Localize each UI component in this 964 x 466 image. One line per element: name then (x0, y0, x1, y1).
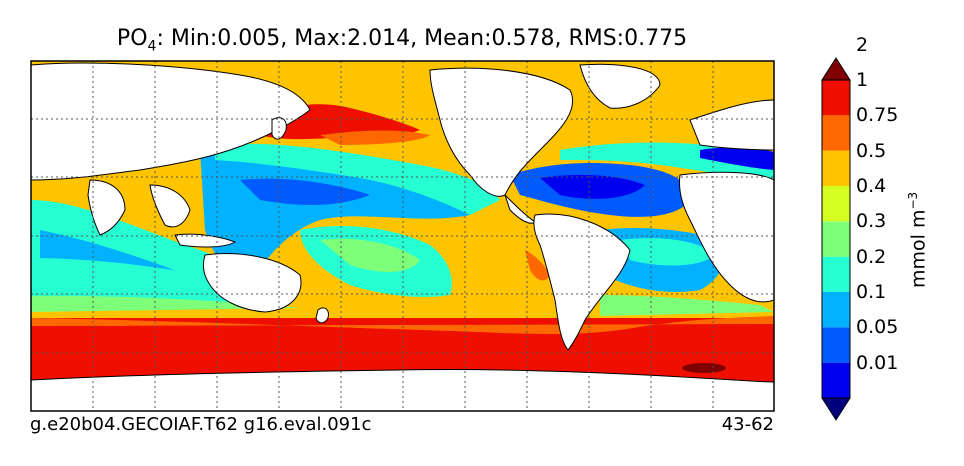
colorbar-segment (822, 80, 850, 116)
north-atlantic-deep-blue (540, 174, 645, 199)
south-atlantic-green (600, 295, 774, 316)
colorbar-tick-label: 0.3 (856, 210, 887, 233)
colorbar-segment (822, 150, 850, 186)
pacific-low-patch (240, 178, 370, 205)
map-border (30, 60, 775, 412)
colorbar-label-text: mmol m (907, 209, 930, 288)
southern-front (31, 316, 774, 335)
peru-upwelling (525, 250, 550, 281)
indonesia (174, 233, 237, 248)
africa (679, 171, 774, 303)
mediterranean-blue (700, 147, 774, 170)
antarctic-dark-patch (682, 363, 726, 373)
title-stats: : Min:0.005, Max:2.014, Mean:0.578, RMS:… (156, 26, 688, 51)
greenland (579, 63, 661, 109)
colorbar-segment (822, 186, 850, 222)
colorbar-segment (822, 327, 850, 363)
colorbar-segment (822, 115, 850, 151)
title-variable: PO (116, 26, 148, 51)
colorbar-label: mmol m−3 (906, 192, 929, 288)
south-america (533, 213, 631, 351)
title-subscript: 4 (147, 38, 157, 55)
europe (689, 99, 774, 151)
colorbar-extend-min (821, 397, 851, 421)
colorbar-tick-label: 0.05 (856, 316, 899, 339)
figure-title: PO4: Min:0.005, Max:2.014, Mean:0.578, R… (30, 26, 774, 54)
footer-years: 43-62 (721, 414, 774, 435)
colorbar-tick-label: 0.2 (856, 245, 887, 268)
colorbar-segments (821, 57, 851, 421)
pacific-south-green (320, 238, 420, 272)
southeast-asia (149, 184, 191, 228)
colorbar-tick-label: 0.75 (856, 104, 899, 127)
colorbar-segment (822, 292, 850, 328)
land (31, 62, 774, 411)
colorbar-label-exponent: −3 (906, 191, 920, 210)
indian-south-green (31, 295, 300, 312)
australia (202, 253, 302, 313)
colorbar-tick-label: 1 (856, 69, 869, 91)
colorbar-tick-label: 0.01 (856, 351, 899, 374)
colorbar-segment (822, 256, 850, 292)
indian-south-teal (31, 258, 260, 296)
antarctica (31, 368, 774, 411)
south-atlantic-teal (620, 238, 715, 266)
colorbar-border (821, 79, 851, 399)
map-grid (31, 61, 774, 411)
colorbar-tick-label: 0.1 (856, 281, 887, 303)
colorbar-tick-label: 0.4 (856, 175, 887, 197)
colorbar-tick-label: 0.5 (856, 139, 887, 162)
india (87, 179, 126, 236)
colorbar-segment (822, 362, 850, 398)
new-zealand (315, 307, 329, 324)
footer-case-name: g.e20b04.GECOIAF.T62 g16.eval.091c (30, 414, 372, 435)
colorbar-segment (822, 221, 850, 257)
colorbar-extend-max (821, 57, 851, 81)
pacific-north-teal (215, 143, 500, 215)
north-america (429, 67, 574, 197)
colorbar-tick-label: 2 (856, 33, 869, 56)
